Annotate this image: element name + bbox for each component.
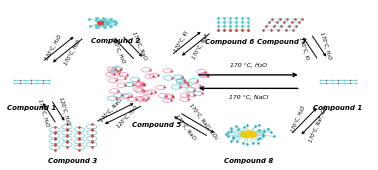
Text: Compound 3: Compound 3	[48, 157, 97, 164]
Text: 170°C, KI: 170°C, KI	[298, 37, 310, 60]
Text: Compound 5: Compound 5	[132, 122, 181, 128]
Text: 170°C, NaCl: 170°C, NaCl	[131, 31, 147, 61]
Text: 120°C, H₂O: 120°C, H₂O	[110, 36, 126, 64]
Text: Compound 8: Compound 8	[224, 157, 273, 164]
Text: Compound 6: Compound 6	[205, 39, 254, 45]
Text: 170 °C, H₂O: 170 °C, H₂O	[230, 63, 267, 68]
Text: Compound 1: Compound 1	[7, 105, 56, 111]
Text: 170°C, H₂O: 170°C, H₂O	[319, 31, 332, 60]
Text: 120°C, H₂O: 120°C, H₂O	[58, 96, 71, 125]
Text: 170°C, NaF: 170°C, NaF	[192, 33, 210, 60]
Text: 170°C, H₂O: 170°C, H₂O	[64, 39, 82, 66]
Text: 120°C, H₂O: 120°C, H₂O	[116, 105, 139, 129]
Text: Compound 7: Compound 7	[257, 39, 307, 45]
Text: 170°C, NaCl, CO₂: 170°C, NaCl, CO₂	[188, 103, 218, 140]
Text: Compound 2: Compound 2	[91, 38, 140, 44]
Text: 170°C, NaCl: 170°C, NaCl	[99, 97, 123, 123]
Text: 170°C, H₂O: 170°C, H₂O	[291, 105, 307, 133]
Text: 170 °C, NaCl: 170 °C, NaCl	[229, 95, 268, 100]
Text: 170°C, NaCl: 170°C, NaCl	[174, 114, 197, 141]
Text: 170°C, H₂O: 170°C, H₂O	[37, 99, 50, 128]
Text: 120°C, H₂O: 120°C, H₂O	[44, 34, 62, 61]
Text: Compound 1: Compound 1	[313, 105, 363, 111]
Text: 170°C, KI: 170°C, KI	[174, 30, 189, 53]
Text: 170°C, NaF, CO₂: 170°C, NaF, CO₂	[309, 104, 330, 143]
